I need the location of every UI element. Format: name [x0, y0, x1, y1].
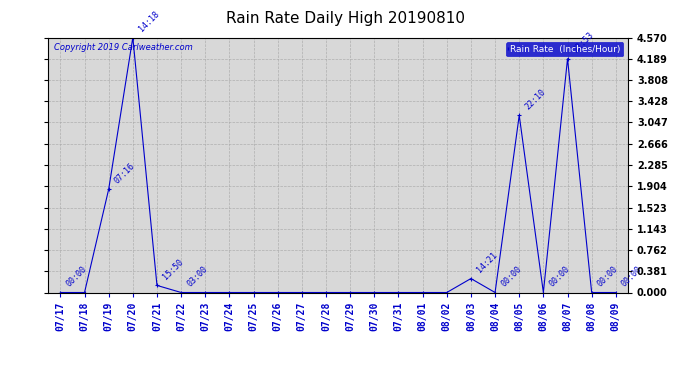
Legend: Rain Rate  (Inches/Hour): Rain Rate (Inches/Hour) — [506, 42, 623, 56]
Text: 14:21: 14:21 — [475, 251, 499, 274]
Text: 00:00: 00:00 — [596, 264, 620, 288]
Text: 22:53: 22:53 — [572, 30, 595, 54]
Text: 22:10: 22:10 — [524, 87, 547, 111]
Text: 00:00: 00:00 — [548, 264, 571, 288]
Text: Rain Rate Daily High 20190810: Rain Rate Daily High 20190810 — [226, 11, 464, 26]
Text: 00:00: 00:00 — [500, 264, 523, 288]
Text: 03:00: 03:00 — [186, 264, 209, 288]
Text: 15:50: 15:50 — [161, 257, 185, 281]
Text: 14:18: 14:18 — [137, 9, 161, 33]
Text: 00:00: 00:00 — [620, 264, 644, 288]
Text: Copyright 2019 Carlweather.com: Copyright 2019 Carlweather.com — [54, 43, 193, 52]
Text: 00:00: 00:00 — [65, 264, 88, 288]
Text: 07:16: 07:16 — [113, 161, 137, 185]
